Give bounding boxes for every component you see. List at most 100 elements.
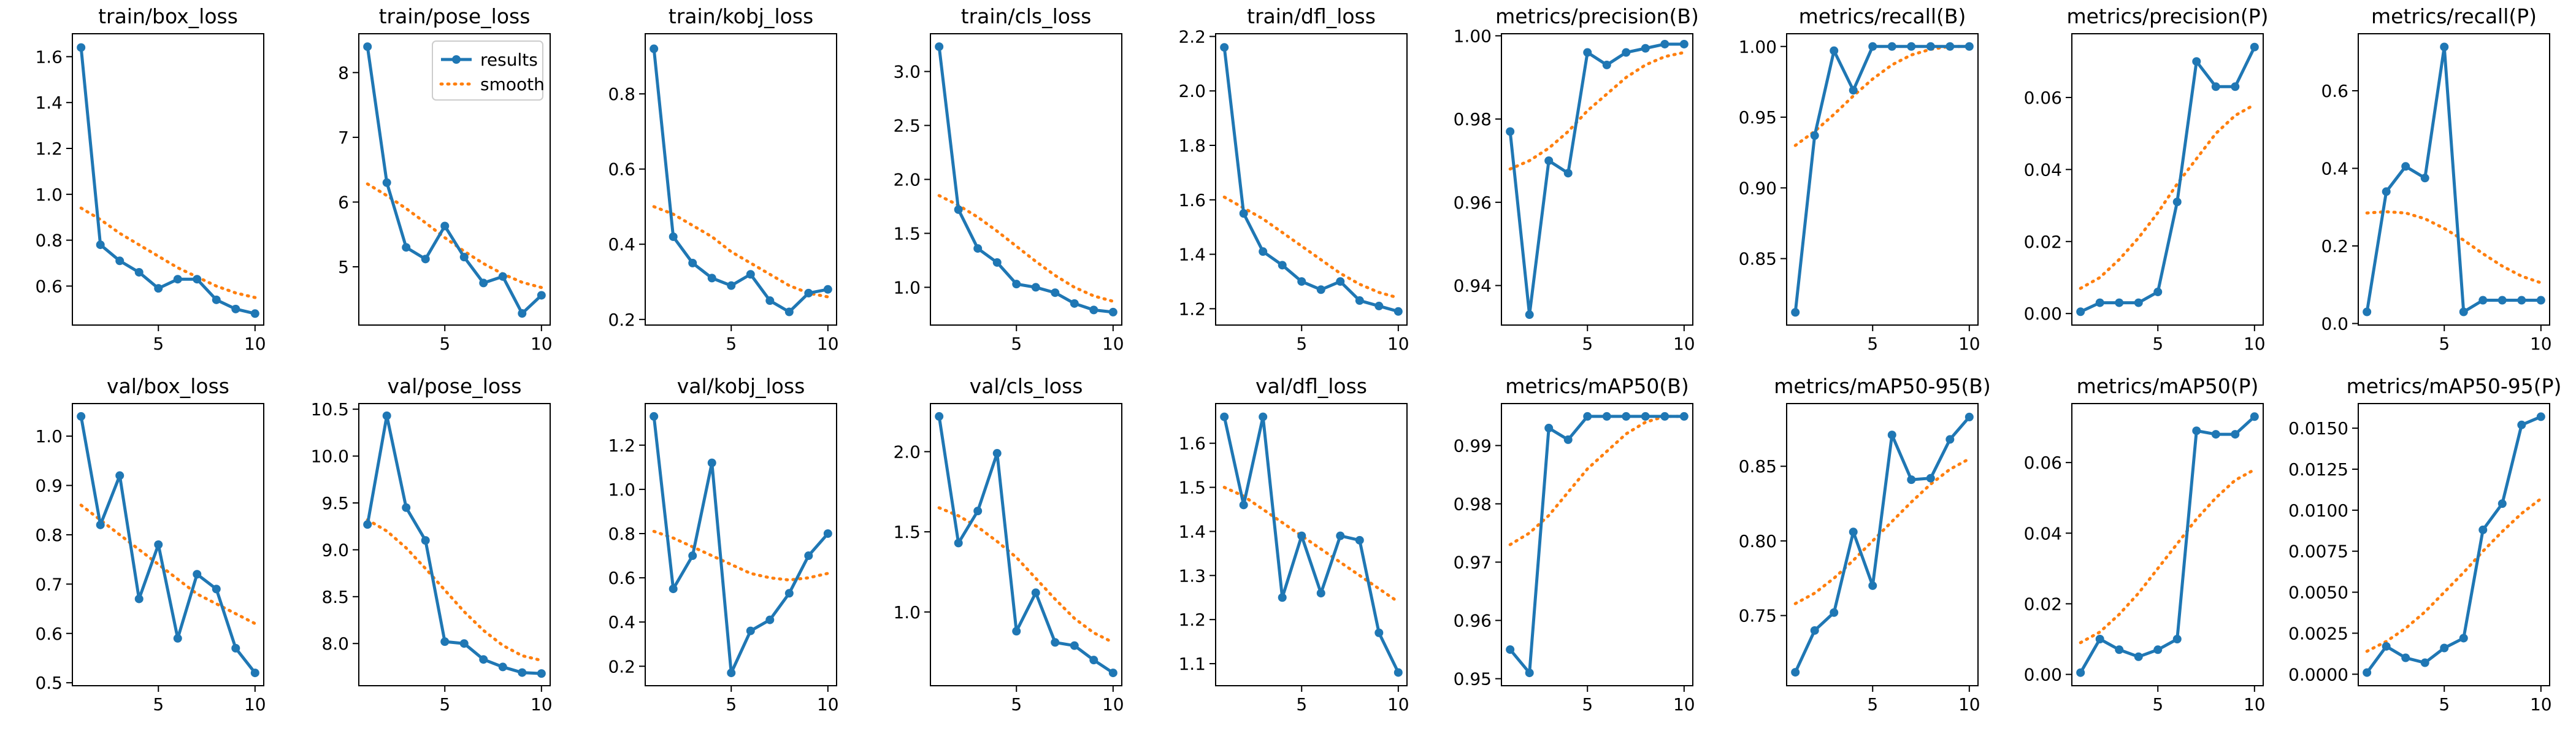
results-point: [212, 295, 221, 304]
x-tick-label: 10: [244, 694, 266, 715]
results-point: [2250, 42, 2259, 52]
results-line: [2366, 415, 2542, 674]
results-point: [784, 307, 794, 316]
results-point: [2440, 643, 2449, 653]
legend-results-marker: [452, 55, 461, 64]
results-point: [2401, 162, 2410, 171]
smooth-line: [1508, 415, 1686, 546]
x-tick-label: 5: [1296, 694, 1307, 715]
results-point: [1278, 261, 1287, 270]
results-point: [1012, 280, 1021, 289]
subplot-14: val/dfl_loss 1.1 1.2 1.3 1.4 1.5 1.6 5 10: [1178, 374, 1409, 715]
axes-frame: [1501, 403, 1693, 686]
results-point: [537, 669, 546, 678]
results-point: [2517, 296, 2526, 305]
subplot-9: metrics/recall(P) 0.0 0.2 0.4 0.6 5 10: [2321, 4, 2551, 354]
y-tick-label: 0.2: [608, 310, 635, 330]
y-tick-label: 0.6: [35, 624, 63, 644]
smooth-line: [366, 182, 543, 289]
results-point: [1849, 86, 1858, 95]
subplot-15: metrics/mAP50(B) 0.95 0.96 0.97 0.98 0.99 5 10: [1454, 374, 1695, 715]
x-tick-label: 10: [1387, 334, 1409, 354]
results-point: [1297, 277, 1306, 286]
y-tick-label: 0.98: [1454, 109, 1492, 129]
results-point: [2134, 298, 2143, 307]
results-point: [2115, 298, 2124, 307]
axes-frame: [1786, 33, 1979, 326]
results-point: [746, 626, 755, 635]
y-tick-label: 2.5: [893, 116, 921, 136]
x-tick-label: 5: [2439, 694, 2450, 715]
y-tick-label: 1.0: [35, 426, 63, 447]
results-line: [652, 48, 829, 314]
y-tick-label: 0.2: [2321, 236, 2348, 256]
x-tick-label: 5: [2152, 694, 2163, 715]
results-point: [250, 309, 259, 318]
results-point: [992, 258, 1002, 267]
axes-frame: [1215, 403, 1408, 686]
results-point: [1660, 412, 1669, 421]
results-point: [1374, 301, 1384, 310]
results-point: [1660, 39, 1669, 48]
y-tick-label: 0.6: [608, 568, 635, 588]
legend-results-label: results: [480, 50, 538, 70]
y-tick-label: 0.95: [1739, 107, 1777, 128]
results-point: [518, 668, 527, 677]
x-tick-label: 5: [153, 334, 164, 354]
subplot-12: val/kobj_loss 0.2 0.4 0.6 0.8 1.0 1.2 5 10: [608, 374, 838, 715]
results-line: [1222, 415, 1400, 673]
y-tick-label: 1.00: [1454, 26, 1492, 46]
axes-frame: [645, 403, 837, 686]
axes-frame: [2071, 403, 2264, 686]
results-point: [421, 536, 430, 545]
smooth-line: [366, 518, 543, 662]
results-line: [2079, 415, 2256, 673]
results-line: [1508, 42, 1684, 316]
y-tick-label: 3.0: [893, 62, 921, 82]
results-point: [1108, 669, 1117, 678]
legend: results smooth: [432, 40, 545, 101]
smooth-line: [1508, 51, 1686, 171]
subplot-title: metrics/recall(P): [2371, 4, 2537, 28]
results-point: [2363, 668, 2372, 677]
x-tick-label: 10: [1102, 334, 1124, 354]
x-tick-label: 10: [2530, 334, 2552, 354]
results-point: [479, 278, 488, 288]
results-point: [2172, 197, 2182, 207]
results-point: [727, 669, 736, 678]
y-tick-label: 9.5: [321, 493, 349, 513]
subplot-7: metrics/recall(B) 0.85 0.90 0.95 1.00 5 10: [1739, 4, 1980, 354]
y-tick-label: 0.98: [1454, 494, 1492, 514]
axes-frame: [2358, 33, 2550, 326]
y-tick-label: 8: [338, 63, 349, 83]
y-tick-label: 1.5: [893, 223, 921, 243]
y-tick-label: 8.5: [321, 587, 349, 607]
y-tick-label: 1.5: [893, 522, 921, 542]
x-tick-label: 10: [1102, 694, 1124, 715]
y-tick-label: 0.0075: [2288, 542, 2348, 562]
results-point: [1907, 42, 1916, 51]
y-tick-label: 2.0: [1178, 81, 1206, 101]
smooth-line: [652, 205, 830, 299]
y-tick-label: 0.9: [35, 475, 63, 496]
results-line: [1793, 416, 1971, 673]
results-point: [1887, 431, 1896, 440]
results-point: [1810, 131, 1819, 140]
results-point: [1563, 169, 1573, 178]
results-point: [1051, 638, 1060, 647]
y-tick-label: 0.95: [1454, 669, 1492, 689]
y-tick-label: 2.0: [893, 442, 921, 462]
y-tick-label: 0.06: [2024, 453, 2062, 473]
results-point: [402, 243, 411, 252]
results-point: [1259, 412, 1268, 421]
results-point: [1525, 310, 1534, 320]
results-point: [2134, 652, 2143, 661]
results-point: [2250, 412, 2259, 421]
results-point: [1907, 475, 1916, 485]
results-point: [1031, 588, 1040, 597]
y-tick-label: 1.0: [893, 277, 921, 297]
results-point: [2363, 307, 2372, 316]
results-point: [746, 270, 755, 279]
results-point: [1544, 423, 1554, 432]
x-tick-label: 10: [817, 694, 839, 715]
